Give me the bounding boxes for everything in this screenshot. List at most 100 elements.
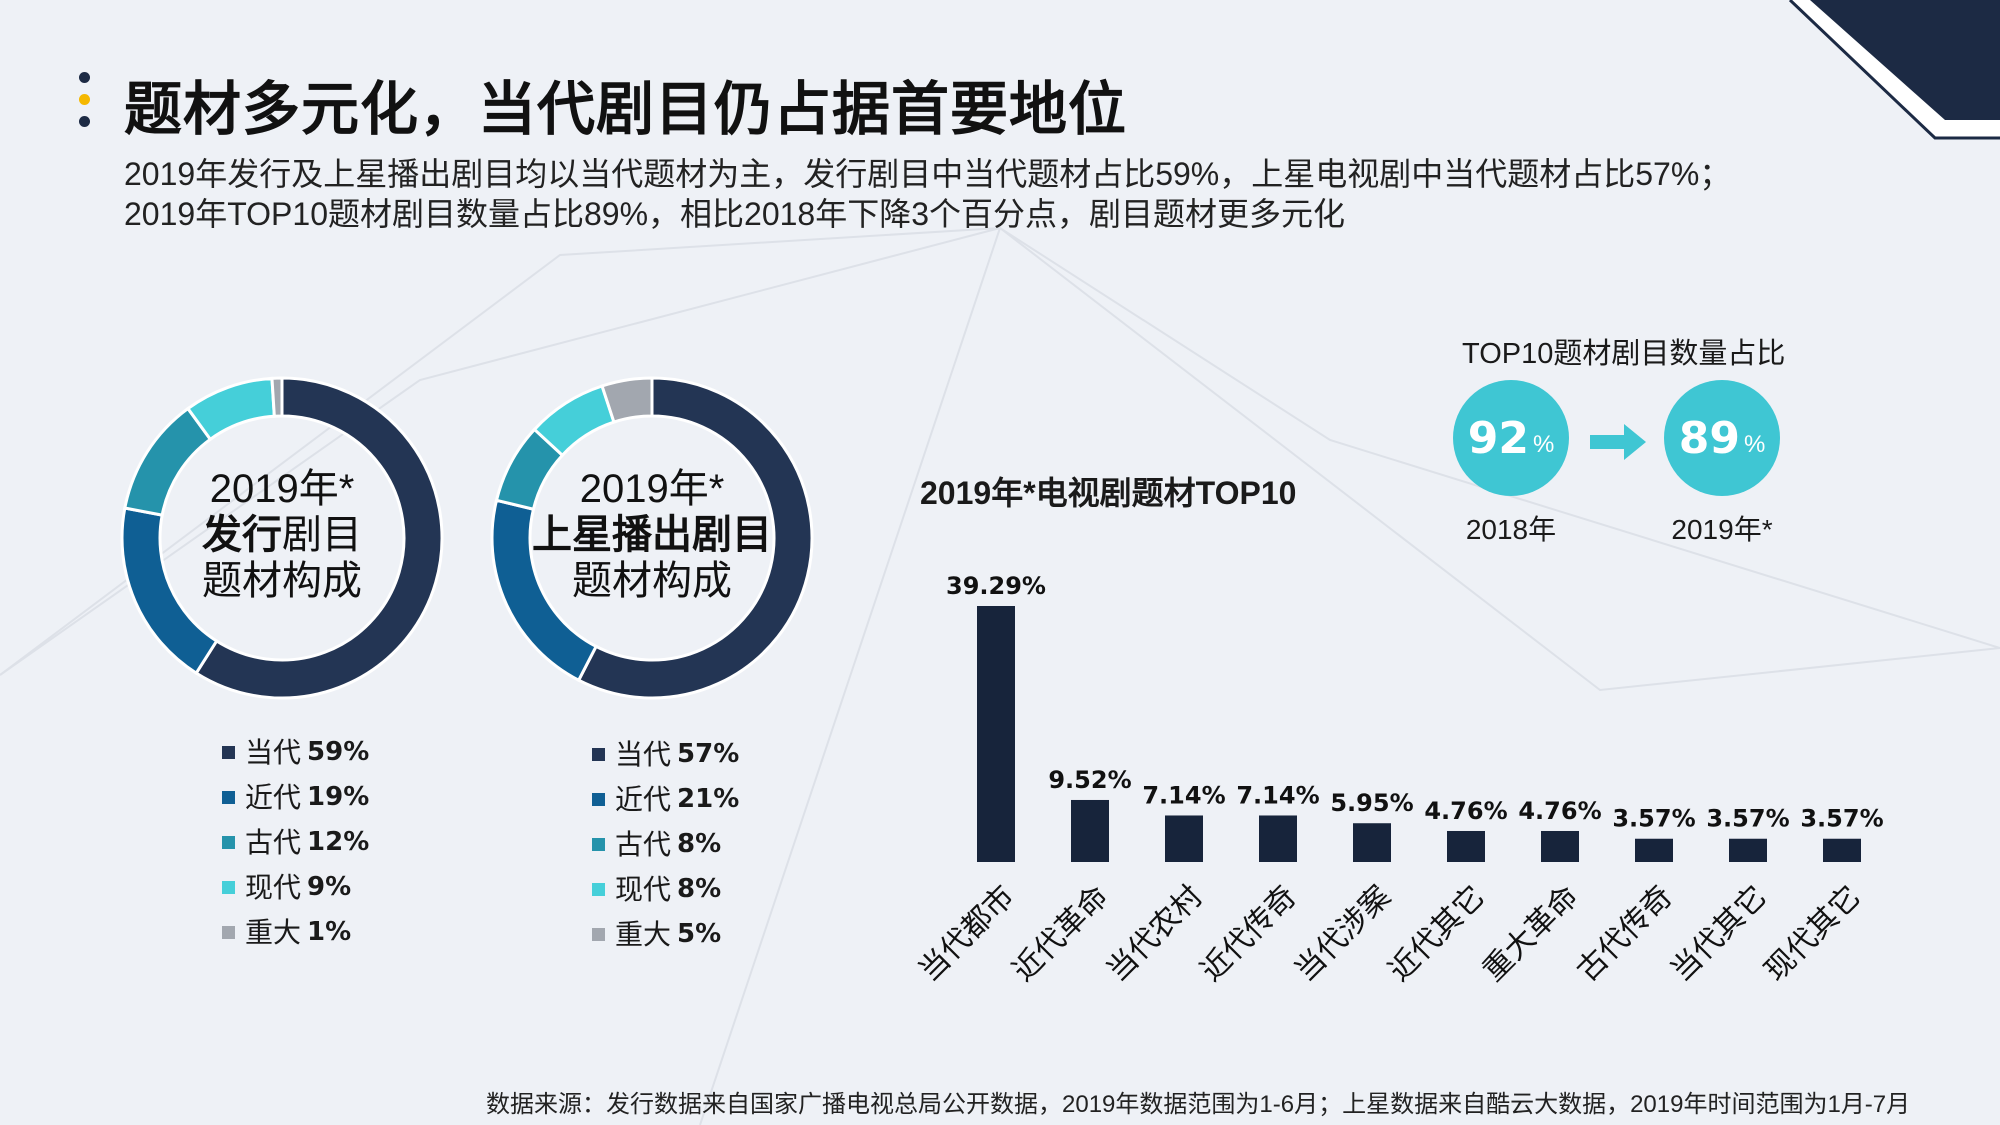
donut1-label-bold: 发行: [202, 513, 282, 557]
page-title: 题材多元化，当代剧目仍占据首要地位: [124, 77, 1128, 142]
donut1-legend-swatch: [222, 836, 235, 849]
donut1-label-line1: 2019年*: [209, 467, 355, 511]
bar-6: [1447, 830, 1485, 862]
subtitle-line-2: 2019年TOP10题材剧目数量占比89%，相比2018年下降3个百分点，剧目题…: [124, 196, 1346, 232]
share-2018-label: 2018年: [1465, 514, 1557, 545]
bar-category-label: 重大革命: [1477, 880, 1585, 988]
donut2-label-bold: 上星播出剧目: [532, 513, 772, 557]
donut1-legend-label: 古代: [245, 827, 302, 858]
bar-category-label: 当代农村: [1101, 880, 1209, 988]
bar-value-label: 3.57%: [1706, 805, 1789, 833]
donut1-label-line2: 发行剧目: [182, 512, 382, 558]
subtitle-line-1: 2019年发行及上星播出剧目均以当代题材为主，发行剧目中当代题材占比59%，上星…: [124, 156, 1732, 192]
donut1-label-rest: 剧目: [282, 513, 362, 557]
donut2-legend-swatch: [592, 793, 605, 806]
donut2-legend-label: 重大: [615, 919, 672, 950]
donut-chart-broadcast: [490, 376, 814, 700]
donut2-legend-swatch: [592, 883, 605, 896]
share-2019-label: 2019年*: [1671, 514, 1773, 545]
donut1-legend-value: 9%: [307, 872, 352, 902]
donut2-legend-label: 当代: [615, 739, 672, 770]
donut1-legend-swatch: [222, 746, 235, 759]
share-2018-circle: 92 %: [1453, 380, 1569, 496]
donut1-legend-item: 当代 59%: [222, 730, 369, 775]
donut2-slice-1: [576, 376, 814, 700]
bar-value-label: 7.14%: [1236, 781, 1319, 809]
bar-1: [977, 606, 1015, 862]
donut1-legend-item: 古代 12%: [222, 820, 369, 865]
bar-8: [1635, 838, 1673, 862]
share-2018-value: 92: [1467, 412, 1529, 464]
donut2-legend-item: 重大 5%: [592, 912, 739, 957]
bar-category-label: 当代其它: [1665, 880, 1773, 988]
bar-2: [1071, 799, 1109, 862]
bar-10: [1823, 838, 1861, 862]
donut1-legend-label: 当代: [245, 737, 302, 768]
bar-3: [1165, 815, 1203, 862]
donut1-center-label: 2019年* 发行剧目 题材构成: [182, 466, 382, 604]
donut-chart-release: [120, 376, 444, 700]
donut2-legend-value: 5%: [677, 919, 722, 949]
donut1-legend-label: 重大: [245, 917, 302, 948]
title-bullet: [79, 72, 90, 127]
donut2-legend-label: 古代: [615, 829, 672, 860]
donut2-legend-value: 21%: [677, 784, 740, 814]
donut1-legend-value: 59%: [307, 737, 370, 767]
donut2-legend-swatch: [592, 748, 605, 761]
bar-value-label: 3.57%: [1800, 805, 1883, 833]
donut1-legend-item: 重大 1%: [222, 910, 369, 955]
donut2-legend-value: 57%: [677, 739, 740, 769]
donut2-legend-label: 近代: [615, 784, 672, 815]
donut2-label-line2: 上星播出剧目: [532, 512, 772, 558]
donut2-label-line1: 2019年*: [579, 467, 725, 511]
donut1-legend-label: 现代: [245, 872, 302, 903]
bar-category-label: 近代传奇: [1195, 880, 1303, 988]
donut2-slice-5: [600, 376, 654, 424]
data-source-note: 数据来源：发行数据来自国家广播电视总局公开数据，2019年数据范围为1-6月；上…: [486, 1091, 1911, 1118]
bar-category-label: 当代涉案: [1289, 880, 1397, 988]
donut1-legend-label: 近代: [245, 782, 302, 813]
bar-value-label: 3.57%: [1612, 805, 1695, 833]
donut2-legend-item: 当代 57%: [592, 732, 739, 777]
bar-value-label: 7.14%: [1142, 781, 1225, 809]
bar-5: [1353, 823, 1391, 862]
bar-9: [1729, 838, 1767, 862]
share-2019-circle: 89 %: [1664, 380, 1780, 496]
bar-value-label: 5.95%: [1330, 789, 1413, 817]
donut2-legend-item: 古代 8%: [592, 822, 739, 867]
bar-value-label: 9.52%: [1048, 766, 1131, 794]
bar-category-label: 现代其它: [1759, 880, 1867, 988]
donut1-legend: 当代 59% 近代 19% 古代 12% 现代 9% 重大 1%: [222, 730, 369, 955]
page-subtitle: 2019年发行及上星播出剧目均以当代题材为主，发行剧目中当代题材占比59%，上星…: [124, 154, 1731, 234]
donut1-legend-swatch: [222, 926, 235, 939]
donut2-legend-swatch: [592, 838, 605, 851]
donut1-legend-value: 1%: [307, 917, 352, 947]
bar-category-label: 当代都市: [913, 880, 1021, 988]
donut1-legend-item: 近代 19%: [222, 775, 369, 820]
share-2018-unit: %: [1532, 431, 1555, 458]
donut2-center-label: 2019年* 上星播出剧目 题材构成: [532, 466, 772, 604]
donut1-legend-value: 19%: [307, 782, 370, 812]
donut1-slice-1: [194, 376, 444, 700]
donut2-legend: 当代 57% 近代 21% 古代 8% 现代 8% 重大 5%: [592, 732, 739, 957]
donut1-legend-value: 12%: [307, 827, 370, 857]
bar-value-label: 4.76%: [1518, 797, 1601, 825]
top10-share-title: TOP10题材剧目数量占比: [1462, 338, 1786, 370]
bar-chart-title: 2019年*电视剧题材TOP10: [920, 475, 1297, 511]
bar-value-label: 4.76%: [1424, 797, 1507, 825]
donut1-legend-swatch: [222, 791, 235, 804]
donut2-legend-label: 现代: [615, 874, 672, 905]
arrow-right-icon: [1590, 424, 1646, 460]
corner-decoration: [1788, 0, 2000, 140]
bar-value-label: 39.29%: [946, 572, 1046, 600]
donut2-legend-swatch: [592, 928, 605, 941]
donut1-label-line3: 题材构成: [202, 559, 362, 603]
bar-4: [1259, 815, 1297, 862]
bar-category-label: 古代传奇: [1571, 880, 1679, 988]
share-2019-value: 89: [1678, 412, 1740, 464]
share-2019-unit: %: [1743, 431, 1766, 458]
bar-chart-top10: 39.29% 当代都市 9.52% 近代革命 7.14% 当代农村 7.14% 近代传奇 5.9…: [913, 572, 1884, 988]
bar-category-label: 近代其它: [1383, 880, 1491, 988]
bar-7: [1541, 830, 1579, 862]
